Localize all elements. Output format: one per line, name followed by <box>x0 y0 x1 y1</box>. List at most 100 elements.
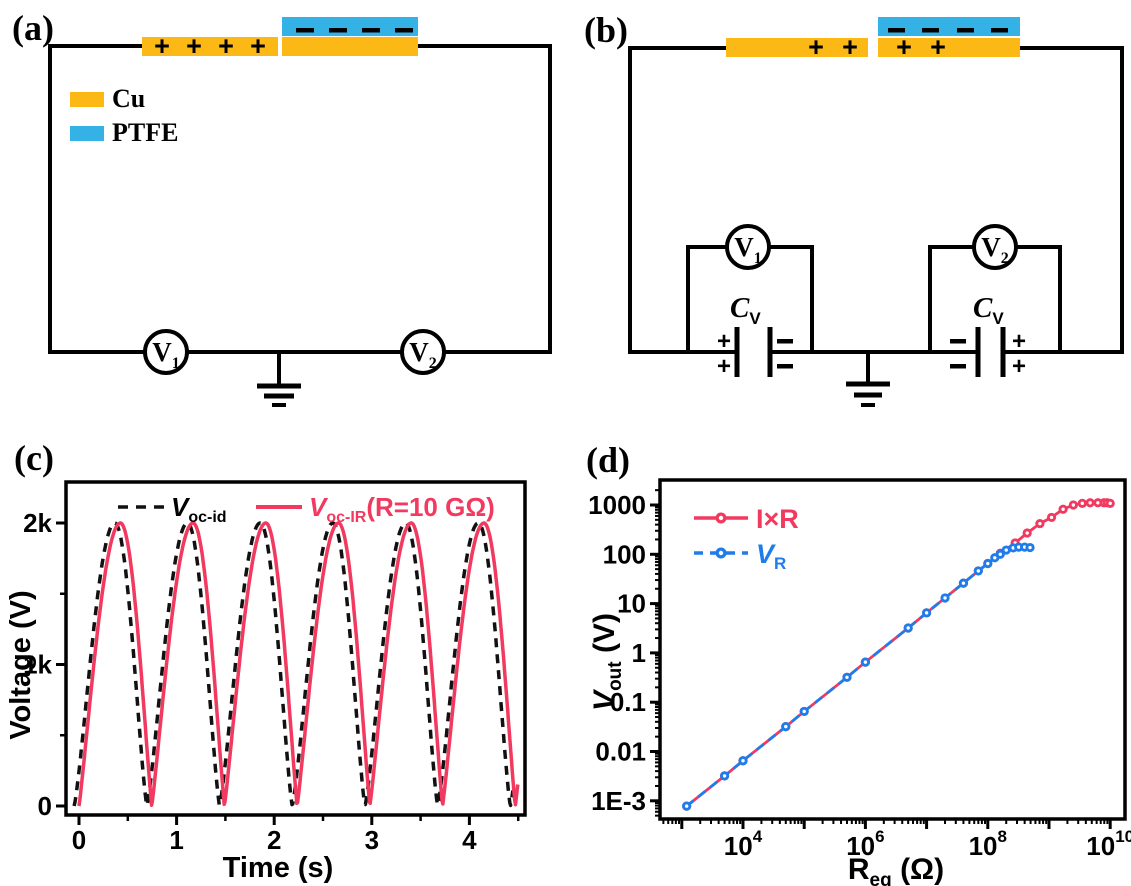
svg-text:Voc-id: Voc-id <box>171 492 227 526</box>
plus-sign: + <box>717 328 731 355</box>
x-tick-label: 4 <box>462 825 477 855</box>
circuit-wire <box>48 44 552 354</box>
panel-b-circuit: (b) + + + + V1 <box>584 10 1124 407</box>
y-axis-title: Voltage (V) <box>5 590 37 739</box>
capacitor-cv-left: + + CV <box>717 292 793 380</box>
voltmeter-v2: V2 <box>972 224 1018 270</box>
ground-symbol <box>257 352 301 407</box>
data-point-core <box>1088 501 1092 505</box>
legend: Voc-id Voc-IR(R=10 GΩ) <box>118 492 495 526</box>
y-axis-title-sub: out <box>605 661 626 691</box>
v2-sub: 2 <box>429 355 437 372</box>
svg-text:V1: V1 <box>152 337 180 372</box>
data-point-core <box>722 774 727 778</box>
svg-text:CV: CV <box>730 292 761 328</box>
cu-electrode-right <box>282 37 418 56</box>
data-point-core <box>961 581 966 585</box>
plus-sign: + <box>930 32 946 62</box>
ground-symbol <box>846 352 890 407</box>
minus-sign <box>777 364 793 369</box>
x-tick-label: 3 <box>365 825 379 855</box>
plus-sign: + <box>1012 328 1026 355</box>
data-point-core <box>1071 503 1076 507</box>
data-point-core <box>1025 531 1029 535</box>
data-point-core <box>784 724 788 729</box>
circuit-wire <box>628 46 1124 354</box>
data-point-core <box>1017 545 1021 549</box>
panel-a-circuit: (a) + + + + Cu PTFE <box>12 8 552 407</box>
svg-text:Req (Ω): Req (Ω) <box>848 853 944 886</box>
panel-c-chart: (c) 0 1 2 3 4 0 1k 2k Voc-id Voc-IR(R=10 GΩ) Ti… <box>5 438 527 884</box>
x-tick-label: 1 <box>169 825 183 855</box>
legend-voc-ir-suffix: (R=10 GΩ) <box>366 492 495 522</box>
data-point-core <box>1061 507 1065 511</box>
cu-electrode-right <box>878 38 1020 57</box>
svg-text:V1: V1 <box>734 232 762 267</box>
plus-sign: + <box>896 32 912 62</box>
positive-charges: + + + + <box>808 32 946 62</box>
capacitor-cv-right: + + CV <box>950 292 1026 380</box>
x-tick-label: 1010 <box>1086 827 1131 861</box>
plus-sign: + <box>154 31 170 61</box>
data-point-core <box>1038 521 1042 526</box>
voltmeter-v1: V1 <box>725 224 771 270</box>
negative-charges <box>296 28 413 33</box>
y-tick-label: 1k <box>23 650 52 680</box>
plus-sign: + <box>250 31 266 61</box>
y-axis-title-suffix: (V) <box>588 613 621 661</box>
data-series <box>72 521 520 808</box>
x-tick-label: 0 <box>72 825 86 855</box>
legend-marker-vr-core <box>718 550 724 556</box>
y-tick-label: 0.01 <box>595 737 646 767</box>
data-point-core <box>993 556 997 560</box>
svg-text:Vout (V): Vout (V) <box>588 613 626 711</box>
minus-sign <box>888 28 905 33</box>
y-tick-label: 1 <box>632 638 646 668</box>
legend: I×R VR <box>694 504 799 573</box>
v1-sub: 1 <box>754 250 762 267</box>
data-point-core <box>1049 515 1054 520</box>
voltmeter-v2: V2 <box>400 329 446 375</box>
data-point-core <box>906 626 910 630</box>
data-point-core <box>1011 546 1015 550</box>
data-point-core <box>976 569 981 573</box>
data-point-core <box>1108 501 1112 506</box>
x-tick-label: 108 <box>969 827 1007 861</box>
data-point-core <box>684 804 689 808</box>
y-tick-label: 10 <box>617 589 646 619</box>
x-tick-label: 106 <box>846 827 884 861</box>
svg-text:V2: V2 <box>409 337 437 372</box>
ptfe-swatch <box>70 126 104 141</box>
minus-sign <box>329 28 347 33</box>
minus-sign <box>991 28 1008 33</box>
cv-label: C <box>973 292 993 324</box>
data-point-core <box>943 596 947 600</box>
svg-text:Voc-IR(R=10 GΩ): Voc-IR(R=10 GΩ) <box>309 492 495 526</box>
svg-text:V2: V2 <box>981 232 1009 267</box>
data-point-core <box>1096 501 1100 505</box>
axis-ticks <box>650 489 1112 829</box>
tick-labels: 0 1 2 3 4 0 1k 2k <box>23 508 477 855</box>
y-tick-label: 0.1 <box>610 687 646 717</box>
plus-sign: + <box>1012 353 1026 380</box>
svg-text:VR: VR <box>756 539 786 573</box>
minus-sign <box>922 28 939 33</box>
cu-swatch <box>70 92 104 107</box>
legend-voc-ir-sub: oc-IR <box>326 509 366 526</box>
plus-sign: + <box>842 32 858 62</box>
plus-sign: + <box>808 32 824 62</box>
plot-frame <box>64 480 527 817</box>
ptfe-layer <box>282 17 418 36</box>
y-tick-label: 0 <box>38 791 52 821</box>
panel-d-chart: (d) 104 106 108 1010 1000 100 10 1 0.1 0.01 1E-3 I… <box>586 440 1131 886</box>
x-axis-title-main: R <box>848 853 870 886</box>
data-point-core <box>986 561 990 566</box>
v1-label: V <box>734 232 754 262</box>
legend-voc-id-main: V <box>171 492 191 522</box>
minus-sign <box>950 364 966 369</box>
y-tick-label: 2k <box>23 508 52 538</box>
panel-b-label: (b) <box>584 10 628 50</box>
x-tick-label: 104 <box>724 827 763 861</box>
x-tick-label: 2 <box>267 825 281 855</box>
cu-electrode-left <box>726 38 868 57</box>
